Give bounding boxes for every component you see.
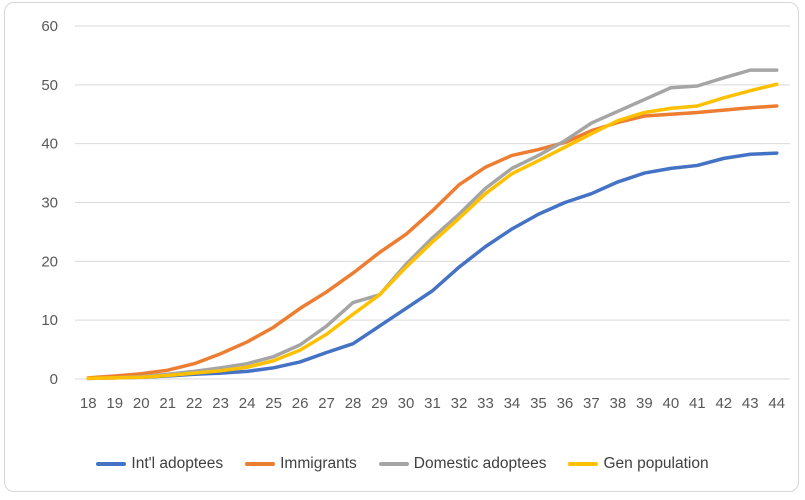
legend-label: Gen population [603,455,709,472]
x-axis-tick-labels: 18 19 20 21 22 23 24 25 26 27 28 29 30 31 32 33 34 35 36 37… [80,395,785,412]
legend-line-swatch [245,461,276,467]
legend-line-swatch [568,461,599,467]
x-tick-label: 29 [371,395,388,412]
legend-line-swatch [378,461,409,467]
x-tick-label: 42 [715,395,732,412]
x-tick-label: 44 [768,395,785,412]
x-tick-label: 30 [398,395,415,412]
x-tick-label: 39 [636,395,653,412]
x-tick-label: 28 [345,395,362,412]
x-tick-label: 31 [424,395,441,412]
y-tick-label: 50 [41,77,58,94]
y-tick-label: 30 [41,195,58,212]
x-tick-label: 36 [557,395,574,412]
y-tick-label: 60 [41,18,58,35]
x-tick-label: 34 [504,395,521,412]
x-tick-label: 27 [318,395,335,412]
y-tick-label: 40 [41,136,58,153]
legend-line-swatch [96,461,127,467]
x-tick-label: 21 [159,395,176,412]
y-tick-label: 0 [50,371,58,388]
y-axis-tick-labels: 0 10 20 30 40 50 60 [41,18,58,388]
x-tick-label: 19 [106,395,123,412]
legend-label: Immigrants [280,455,357,472]
legend-item-gen-population[interactable]: Gen population [568,455,709,473]
x-tick-label: 18 [80,395,97,412]
chart-frame [4,2,799,492]
x-tick-label: 41 [689,395,706,412]
series-line-int-l-adoptees [86,151,779,381]
x-tick-label: 32 [451,395,468,412]
x-tick-label: 20 [133,395,150,412]
series-line-gen-population [86,82,779,381]
series-line-domestic-adoptees [86,68,779,381]
x-tick-label: 40 [662,395,679,412]
x-tick-label: 33 [477,395,494,412]
gridlines [75,25,790,380]
legend-item-domestic-adoptees[interactable]: Domestic adoptees [378,455,547,473]
y-tick-label: 20 [41,253,58,270]
legend-item-int-l-adoptees[interactable]: Int'l adoptees [96,455,223,473]
x-tick-label: 37 [583,395,600,412]
x-tick-label: 43 [742,395,759,412]
legend-item-immigrants[interactable]: Immigrants [245,455,357,473]
x-tick-label: 26 [292,395,309,412]
x-tick-label: 35 [530,395,547,412]
series-line-immigrants [86,104,779,380]
x-tick-label: 24 [239,395,256,412]
y-tick-label: 10 [41,312,58,329]
legend-label: Domestic adoptees [413,455,547,472]
x-tick-label: 22 [186,395,203,412]
x-tick-label: 25 [265,395,282,412]
chart-legend: Int'l adoptees Immigrants Domestic adoptee… [0,455,805,473]
x-tick-label: 23 [212,395,229,412]
legend-label: Int'l adoptees [131,455,224,472]
x-tick-label: 38 [610,395,627,412]
